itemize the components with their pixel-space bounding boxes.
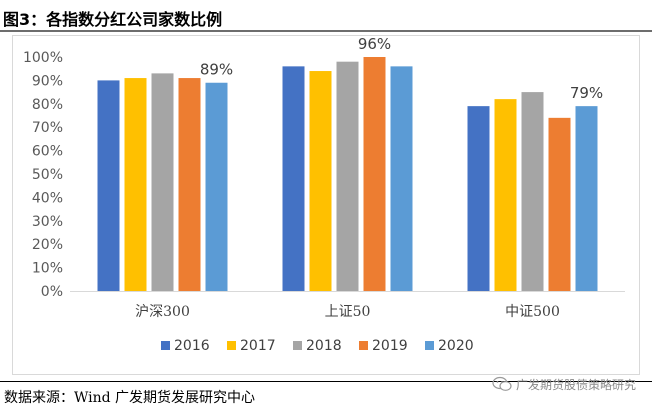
bar (178, 78, 201, 291)
y-tick-label: 70% (32, 120, 63, 136)
y-tick-label: 0% (41, 284, 63, 300)
bar (467, 106, 490, 291)
data-label: 79% (570, 84, 603, 102)
legend-label: 2016 (174, 338, 210, 354)
bar (282, 66, 305, 291)
legend-label: 2017 (240, 338, 276, 354)
wechat-icon (492, 376, 512, 391)
watermark-text: 广发期货股债策略研究 (515, 377, 636, 392)
y-tick-label: 60% (32, 144, 63, 160)
title-divider (0, 30, 652, 32)
legend-label: 2019 (372, 338, 408, 354)
legend-swatch (425, 341, 434, 350)
y-tick-label: 30% (32, 214, 63, 230)
legend-swatch (161, 341, 170, 350)
y-tick-label: 100% (23, 50, 63, 66)
x-tick-label: 沪深300 (135, 304, 190, 320)
bar (205, 82, 228, 292)
watermark: 广发期货股债策略研究 (492, 374, 636, 394)
bar (97, 80, 120, 292)
y-tick-label: 90% (32, 73, 63, 89)
y-tick-label: 50% (32, 167, 63, 183)
bar (124, 78, 147, 291)
legend-label: 2018 (306, 338, 342, 354)
source-note: 数据来源：Wind 广发期货发展研究中心 (4, 390, 256, 406)
figure-title: 图3：各指数分红公司家数比例 (3, 10, 223, 29)
x-tick-label: 上证50 (325, 304, 371, 320)
bar (390, 66, 413, 291)
legend-label: 2020 (438, 338, 474, 354)
legend-swatch (293, 341, 302, 350)
bottom-divider (0, 381, 652, 382)
x-tick-label: 中证500 (505, 304, 560, 320)
bar (363, 57, 386, 291)
y-tick-label: 10% (32, 261, 63, 277)
y-tick-label: 20% (32, 237, 63, 253)
legend-swatch (359, 341, 368, 350)
bar-chart: 0% 10% 20% 30% 40% 50% 60% 70% 80% 90% 100% 沪深300 上证… (23, 35, 625, 354)
y-tick-label: 40% (32, 190, 63, 206)
bar (494, 99, 517, 292)
bar (336, 61, 359, 292)
bar (151, 73, 174, 291)
bar (521, 92, 544, 291)
bar (548, 117, 571, 291)
bar (575, 106, 598, 291)
figure-header: 图3：各指数分红公司家数比例 (0, 0, 652, 32)
y-tick-label: 80% (32, 97, 63, 113)
data-label: 89% (200, 61, 233, 79)
legend-swatch (227, 341, 236, 350)
bar (309, 71, 332, 291)
data-label: 96% (358, 35, 391, 53)
